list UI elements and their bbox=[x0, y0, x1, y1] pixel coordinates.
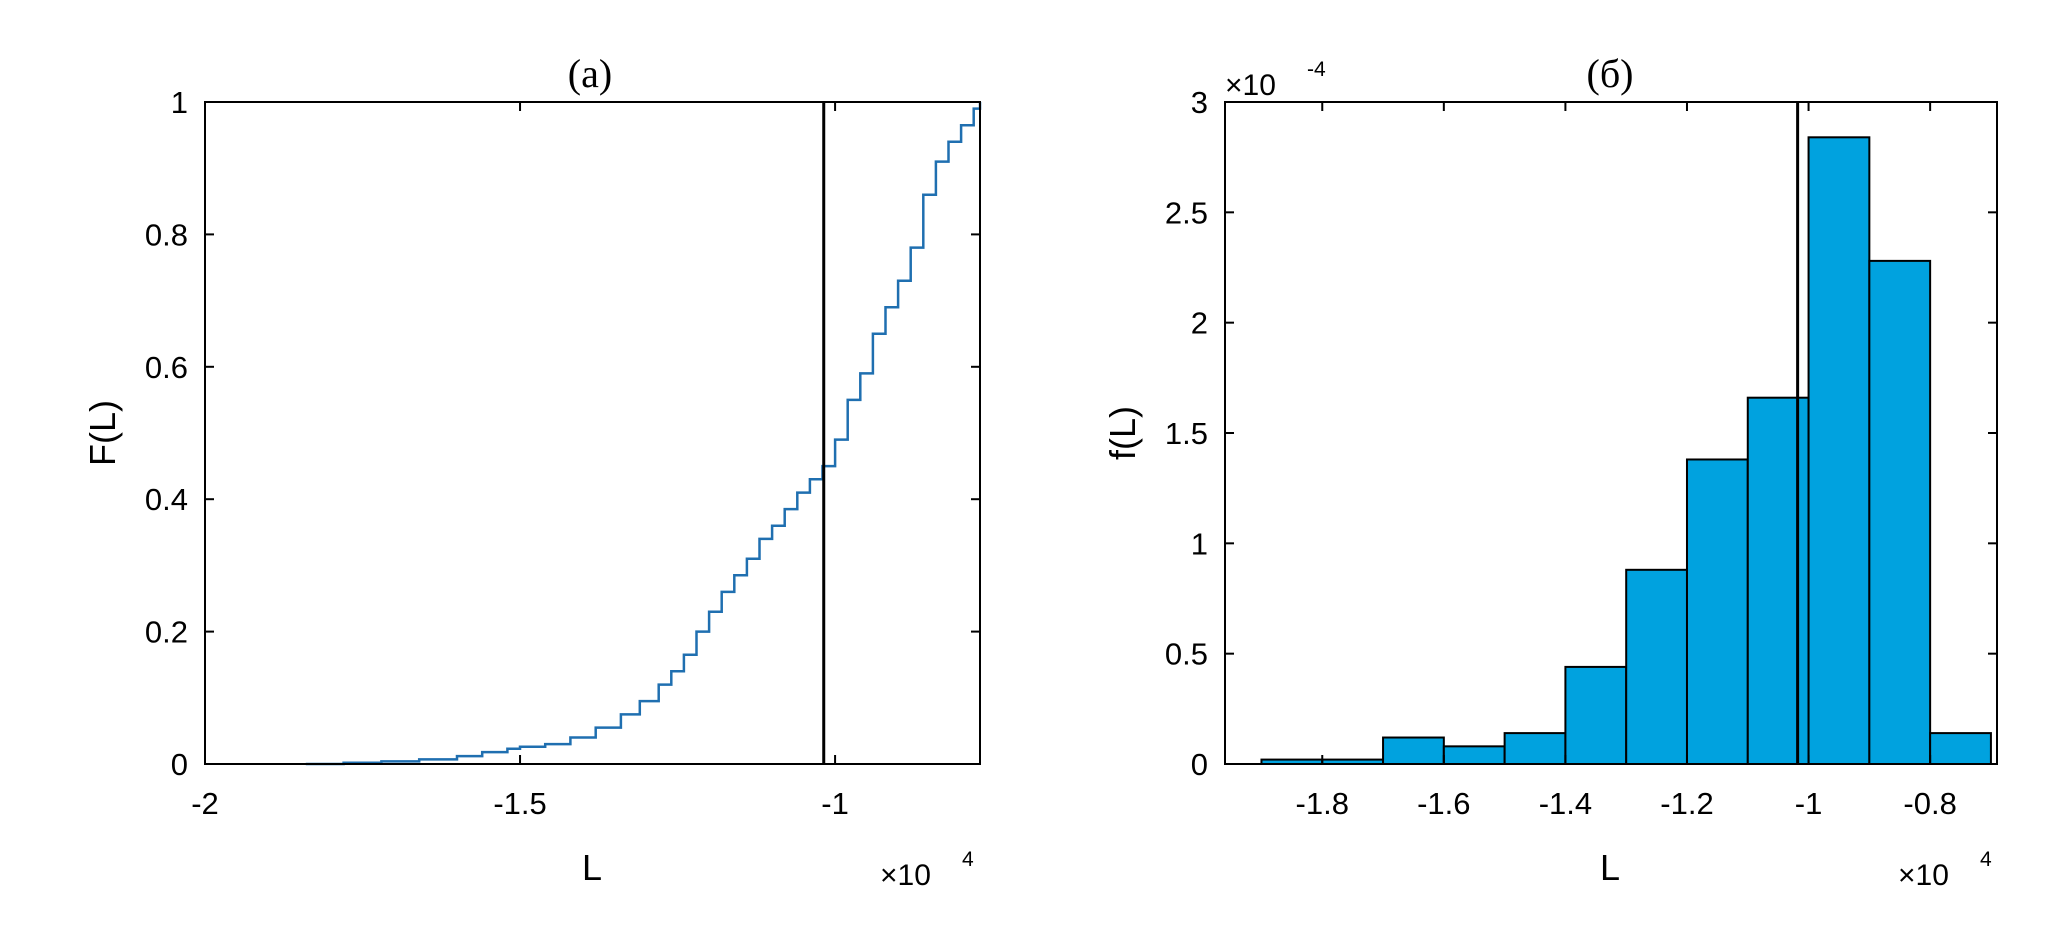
panel-b-ytick-label: 0.5 bbox=[1165, 637, 1208, 672]
panel-b-y-multiplier-base: ×10 bbox=[1225, 69, 1276, 102]
panel-b-histogram-bar bbox=[1625, 568, 1688, 766]
panel-b-ytick-label: 0 bbox=[1191, 747, 1208, 782]
panel-b-x-multiplier-base: ×10 bbox=[1898, 859, 1949, 892]
panel-a-x-multiplier-exp: 4 bbox=[962, 848, 974, 871]
panel-b-xtick-label: -1.8 bbox=[1296, 786, 1349, 821]
panel-b-histogram-bar bbox=[1807, 136, 1871, 766]
panel-b-ytick-label: 1 bbox=[1191, 526, 1208, 561]
panel-b-plot-area: -1.8 -1.6 -1.4 -1.2 -1 -0.8 0 0.5 1 1.5 2 2.5 3 bbox=[1165, 85, 1997, 821]
panel-a-plot-area: -2 -1.5 -1 0 0.2 0.4 0.6 0.8 1 bbox=[145, 85, 982, 821]
panel-b-histogram-bar bbox=[1382, 736, 1445, 766]
panel-a-title: (a) bbox=[568, 51, 612, 96]
panel-b-histogram-bar bbox=[1503, 732, 1567, 766]
panel-b-histogram-bar bbox=[1868, 259, 1932, 765]
panel-b-histogram-bar bbox=[1564, 665, 1628, 766]
panel-b-histogram-bar bbox=[1685, 458, 1749, 765]
panel-a-x-multiplier-base: ×10 bbox=[880, 859, 931, 892]
panel-a-ytick-label: 0 bbox=[171, 747, 188, 782]
panel-a-ytick-label: 1 bbox=[171, 85, 188, 120]
panel-a-xlabel: L bbox=[582, 847, 602, 888]
panel-a-ylabel: F(L) bbox=[82, 400, 123, 466]
panel-b-ytick-label: 2 bbox=[1191, 306, 1208, 341]
panel-b-title: (б) bbox=[1587, 51, 1634, 96]
panel-a-x-multiplier: ×10 4 bbox=[880, 848, 974, 892]
panel-b-y-multiplier-exp: -4 bbox=[1307, 58, 1326, 81]
panel-b-histogram-bar bbox=[1929, 732, 1992, 766]
panel-a-ytick-label: 0.2 bbox=[145, 615, 188, 650]
panel-b-xtick-label: -1.2 bbox=[1660, 786, 1713, 821]
panel-b-axes-box bbox=[1224, 101, 1998, 765]
panel-a-xtick-label: -2 bbox=[191, 786, 219, 821]
panel-b-x-multiplier-exp: 4 bbox=[1980, 848, 1992, 871]
panel-b-ytick-label: 2.5 bbox=[1165, 195, 1208, 230]
panel-b-histogram-bar bbox=[1442, 745, 1506, 766]
panel-a-ytick-label: 0.8 bbox=[145, 217, 188, 252]
panel-a-axes-box bbox=[204, 101, 981, 765]
panel-b-xtick-label: -0.8 bbox=[1903, 786, 1956, 821]
panel-b-histogram: (б) ×10 -4 -1.8 -1.6 -1.4 -1.2 -1 -0.8 0 0.5 1 1.… bbox=[1102, 51, 1998, 892]
panel-a-ytick-label: 0.4 bbox=[145, 482, 188, 517]
panel-b-histogram-bar bbox=[1746, 396, 1810, 765]
panel-a-ytick-label: 0.6 bbox=[145, 350, 188, 385]
panel-b-ytick-label: 1.5 bbox=[1165, 416, 1208, 451]
panel-b-y-multiplier: ×10 -4 bbox=[1225, 58, 1326, 102]
panel-b-xlabel: L bbox=[1600, 847, 1620, 888]
panel-b-ylabel: f(L) bbox=[1102, 406, 1143, 460]
panel-b-x-multiplier: ×10 4 bbox=[1898, 848, 1992, 892]
panel-b-xtick-label: -1.4 bbox=[1539, 786, 1592, 821]
panel-a-cdf-line bbox=[305, 102, 982, 766]
panel-a-cdf: (a) -2 -1.5 -1 0 0.2 0.4 0.6 0.8 1 F(L) L ×10 4 bbox=[82, 51, 982, 892]
panel-b-xtick-label: -1 bbox=[1795, 786, 1823, 821]
panel-a-xtick-label: -1.5 bbox=[493, 786, 546, 821]
panel-a-xtick-label: -1 bbox=[821, 786, 849, 821]
panel-b-ytick-label: 3 bbox=[1191, 85, 1208, 120]
panel-b-xtick-label: -1.6 bbox=[1417, 786, 1470, 821]
